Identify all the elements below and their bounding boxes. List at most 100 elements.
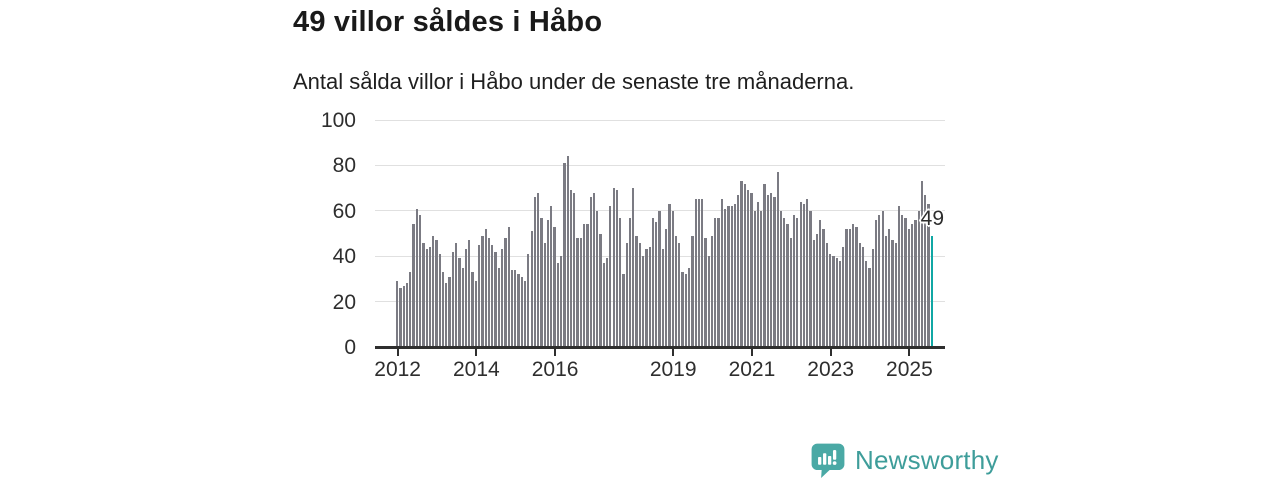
bar xyxy=(566,156,569,347)
bar xyxy=(927,204,930,347)
x-axis-label-2023: 2023 xyxy=(807,358,855,381)
bar xyxy=(563,163,566,347)
bar xyxy=(412,224,415,347)
bar xyxy=(527,253,530,347)
x-axis-label-2014: 2014 xyxy=(453,358,500,381)
bar xyxy=(789,238,792,347)
bar xyxy=(458,258,461,347)
bar xyxy=(589,197,592,347)
bar xyxy=(796,217,799,347)
bar xyxy=(422,242,425,347)
bar xyxy=(461,267,464,347)
chart-subtitle: Antal sålda villor i Håbo under de senas… xyxy=(293,69,855,94)
bar xyxy=(615,190,619,347)
bar xyxy=(573,192,576,347)
bar xyxy=(622,274,625,347)
bar xyxy=(487,238,491,347)
bar xyxy=(760,210,763,347)
bar xyxy=(904,217,907,347)
bar xyxy=(619,217,622,347)
bar xyxy=(599,233,602,347)
bar xyxy=(881,210,884,347)
y-axis-label-80: 80 xyxy=(332,154,356,178)
y-axis-label-20: 20 xyxy=(332,290,356,314)
bar xyxy=(815,233,819,347)
bar xyxy=(730,206,733,347)
bar xyxy=(500,249,504,347)
bar xyxy=(569,190,573,347)
bar xyxy=(825,242,828,347)
bar xyxy=(858,242,861,347)
bar xyxy=(517,274,520,347)
bar xyxy=(553,226,556,347)
x-tick-2016 xyxy=(554,349,557,356)
x-axis-label-2019: 2019 xyxy=(649,358,697,381)
x-tick-2021 xyxy=(750,349,753,356)
bar xyxy=(399,287,402,347)
bar xyxy=(478,244,481,347)
plot-area: 0 20 40 60 80 100 xyxy=(321,110,945,358)
x-axis-label-2021: 2021 xyxy=(728,358,776,381)
bar xyxy=(920,181,924,347)
bar xyxy=(894,242,897,347)
bar xyxy=(428,247,432,347)
newsworthy-brand-link[interactable]: Newsworthy xyxy=(810,442,999,478)
bar xyxy=(701,199,704,347)
bar xyxy=(497,267,500,347)
bar xyxy=(861,247,865,347)
bar xyxy=(582,224,586,347)
bar xyxy=(628,217,632,347)
bar xyxy=(448,276,451,347)
bar xyxy=(468,240,471,347)
y-axis-label-0: 0 xyxy=(344,336,356,359)
gridline-80 xyxy=(375,164,945,166)
bar xyxy=(471,272,474,347)
bar xyxy=(822,228,825,347)
x-axis-label-2016: 2016 xyxy=(531,358,579,381)
x-tick-2014 xyxy=(475,349,478,356)
bar xyxy=(727,206,730,347)
bar xyxy=(464,249,468,347)
bar xyxy=(756,201,760,347)
bar xyxy=(891,240,894,347)
bar xyxy=(540,217,543,347)
bar xyxy=(491,244,494,347)
bar xyxy=(432,235,435,347)
bar xyxy=(838,260,842,347)
bar xyxy=(691,235,694,347)
bar xyxy=(829,253,832,347)
bar xyxy=(848,228,851,347)
bar xyxy=(773,197,776,347)
bar xyxy=(786,224,789,347)
bar xyxy=(625,242,628,347)
bar xyxy=(520,276,523,347)
bar xyxy=(799,201,802,347)
bar xyxy=(911,224,914,347)
x-axis-label-2012: 2012 xyxy=(374,358,421,381)
bar xyxy=(602,263,605,347)
bar xyxy=(707,256,710,347)
bar xyxy=(802,204,806,347)
bar xyxy=(523,281,527,347)
y-axis-label-40: 40 xyxy=(332,245,356,269)
bar xyxy=(668,204,671,347)
bar xyxy=(704,238,707,347)
bar xyxy=(674,235,678,347)
bar xyxy=(451,251,455,347)
bar xyxy=(697,199,701,347)
bar xyxy=(750,192,753,347)
bar xyxy=(455,242,458,347)
bar xyxy=(681,272,684,347)
bar xyxy=(710,235,714,347)
x-tick-2023 xyxy=(829,349,832,356)
bar xyxy=(546,219,550,347)
bar xyxy=(415,208,418,347)
bar xyxy=(632,188,635,347)
bar xyxy=(897,206,901,347)
bar xyxy=(638,242,642,347)
bar xyxy=(592,192,596,347)
bar xyxy=(494,251,497,347)
bar xyxy=(579,238,582,347)
bar xyxy=(648,247,651,347)
bar xyxy=(645,249,648,347)
